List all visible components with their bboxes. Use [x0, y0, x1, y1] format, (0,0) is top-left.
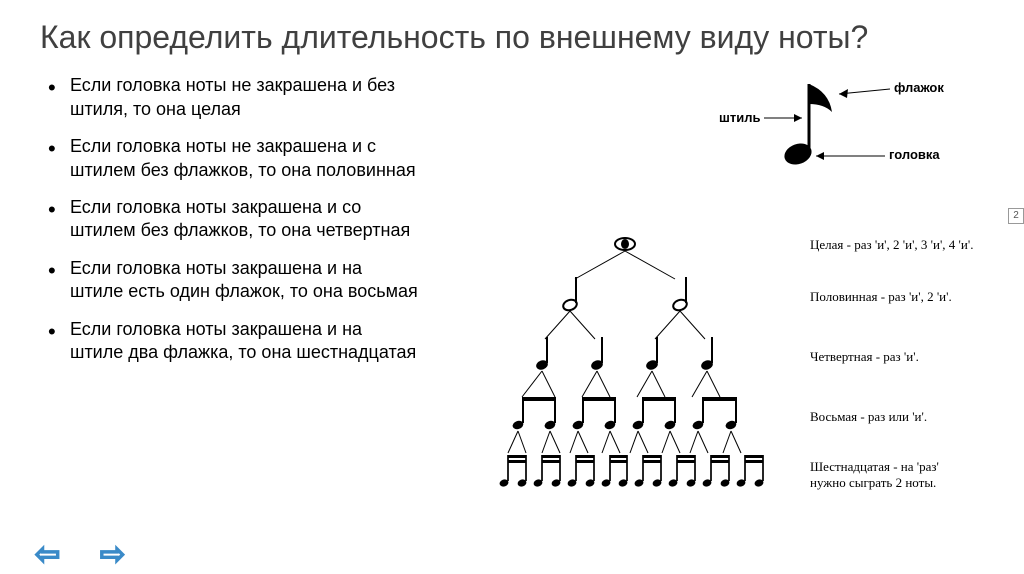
half-note-label: Половинная - раз 'и', 2 'и'.	[810, 289, 952, 304]
whole-note-icon	[615, 238, 635, 250]
eighth-notes-pair-icon	[511, 397, 556, 431]
note-duration-tree: Целая - раз 'и', 2 'и', 3 'и', 4 'и'. По…	[460, 229, 1020, 529]
sixteenth-notes-row	[499, 455, 765, 488]
flag-label: флажок	[894, 80, 944, 95]
eighth-notes-pair-icon	[571, 397, 616, 431]
bullet-item: Если головка ноты закрашена и на штиле е…	[60, 257, 420, 304]
note-anatomy-diagram: штиль флажок головка	[664, 64, 964, 184]
content-area: Если головка ноты не закрашена и без шти…	[40, 74, 994, 378]
prev-button[interactable]: ⇦	[35, 540, 60, 570]
eighth-notes-pair-icon	[691, 397, 737, 431]
bullet-item: Если головка ноты не закрашена и без шти…	[60, 74, 420, 121]
page-title: Как определить длительность по внешнему …	[40, 18, 994, 56]
bullet-item: Если головка ноты не закрашена и с штиле…	[60, 135, 420, 182]
side-badge: 2	[1008, 208, 1024, 224]
sixteenth-note-label-2: нужно сыграть 2 ноты.	[810, 475, 936, 490]
stem-label: штиль	[719, 110, 760, 125]
diagram-column: штиль флажок головка	[440, 74, 994, 378]
half-note-icon	[562, 277, 579, 312]
sixteenth-note-label-1: Шестнадцатая - на 'раз'	[810, 459, 939, 474]
quarter-note-label: Четвертная - раз 'и'.	[810, 349, 919, 364]
bullet-column: Если головка ноты не закрашена и без шти…	[40, 74, 420, 378]
quarter-note-icon	[535, 337, 549, 371]
bullet-item: Если головка ноты закрашена и со штилем …	[60, 196, 420, 243]
next-button[interactable]: ⇨	[100, 540, 125, 570]
whole-note-label: Целая - раз 'и', 2 'и', 3 'и', 4 'и'.	[810, 237, 973, 252]
eighth-note-label: Восьмая - раз или 'и'.	[810, 409, 927, 424]
bullet-list: Если головка ноты не закрашена и без шти…	[40, 74, 420, 364]
half-note-icon	[672, 277, 689, 312]
quarter-note-icon	[700, 337, 714, 371]
quarter-note-icon	[590, 337, 604, 371]
bullet-item: Если головка ноты закрашена и на штиле д…	[60, 318, 420, 365]
eighth-notes-pair-icon	[631, 397, 676, 431]
head-label: головка	[889, 147, 940, 162]
quarter-note-icon	[645, 337, 659, 371]
